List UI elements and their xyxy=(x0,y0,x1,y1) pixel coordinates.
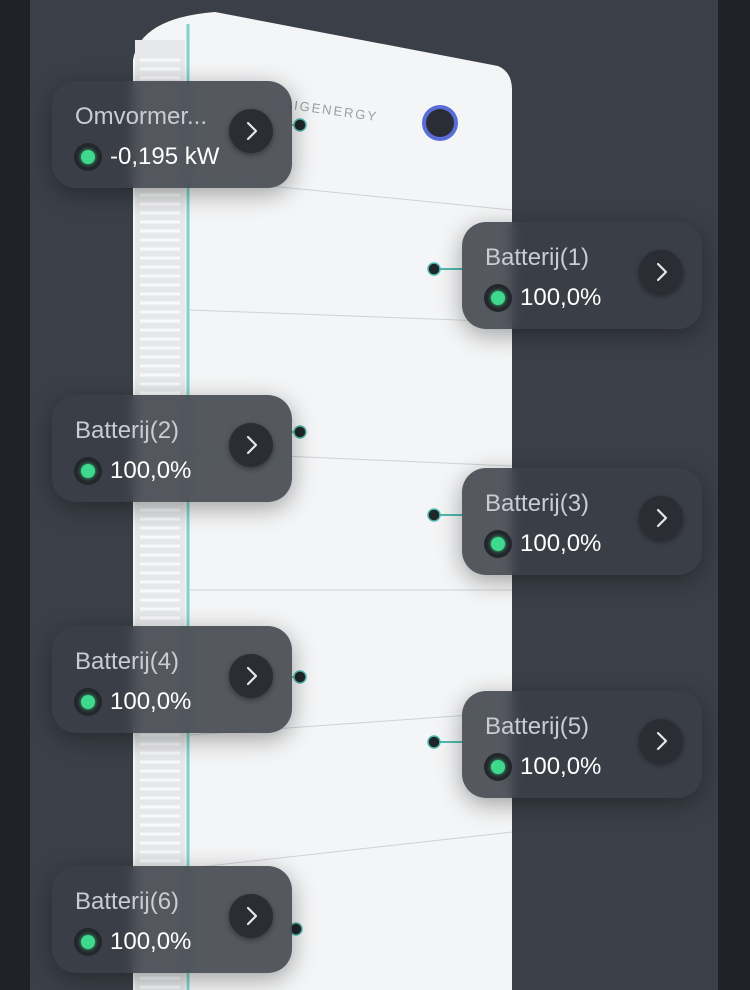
device-card[interactable]: Omvormer... -0,195 kW xyxy=(52,81,292,188)
device-card[interactable]: Batterij(2) 100,0% xyxy=(52,395,292,502)
connector-dot xyxy=(293,425,307,439)
chevron-button[interactable] xyxy=(229,654,273,698)
card-label: Batterij(1) xyxy=(485,244,590,271)
device-card[interactable]: Batterij(1) 100,0% xyxy=(462,222,702,329)
connector-dot xyxy=(293,670,307,684)
card-value: 100,0% xyxy=(520,530,602,557)
chevron-button[interactable] xyxy=(229,109,273,153)
device-card[interactable]: Batterij(6) 100,0% xyxy=(52,866,292,973)
card-value: 100,0% xyxy=(520,284,602,311)
device-card[interactable]: Batterij(3) 100,0% xyxy=(462,468,702,575)
card-value: 100,0% xyxy=(110,457,192,484)
status-led xyxy=(426,109,454,137)
chevron-icon xyxy=(656,508,668,528)
connectors xyxy=(289,118,462,936)
chevron-icon xyxy=(246,906,258,926)
card-value: 100,0% xyxy=(110,688,192,715)
card-label: Batterij(6) xyxy=(75,888,180,915)
chevron-button[interactable] xyxy=(229,894,273,938)
status-indicator xyxy=(484,753,512,781)
card-label: Batterij(4) xyxy=(75,648,180,675)
chevron-button[interactable] xyxy=(639,250,683,294)
chevron-icon xyxy=(246,666,258,686)
chevron-button[interactable] xyxy=(639,496,683,540)
connector-dot xyxy=(427,262,441,276)
device-card[interactable]: Batterij(4) 100,0% xyxy=(52,626,292,733)
status-indicator xyxy=(74,928,102,956)
device-side xyxy=(135,40,185,990)
connector-dot xyxy=(427,508,441,522)
connector-dot xyxy=(427,735,441,749)
chevron-icon xyxy=(656,262,668,282)
status-indicator xyxy=(74,143,102,171)
chevron-icon xyxy=(246,121,258,141)
device xyxy=(133,12,512,990)
status-indicator xyxy=(74,688,102,716)
card-value: 100,0% xyxy=(520,753,602,780)
status-indicator xyxy=(484,284,512,312)
chevron-icon xyxy=(656,731,668,751)
card-label: Batterij(3) xyxy=(485,490,590,517)
status-indicator xyxy=(484,530,512,558)
chevron-button[interactable] xyxy=(229,423,273,467)
card-value: -0,195 kW xyxy=(110,143,220,170)
device-card[interactable]: Batterij(5) 100,0% xyxy=(462,691,702,798)
connector-dot xyxy=(293,118,307,132)
card-label: Batterij(5) xyxy=(485,713,590,740)
chevron-icon xyxy=(246,435,258,455)
card-value: 100,0% xyxy=(110,928,192,955)
chevron-button[interactable] xyxy=(639,719,683,763)
status-indicator xyxy=(74,457,102,485)
card-label: Batterij(2) xyxy=(75,417,180,444)
card-label: Omvormer... xyxy=(75,103,208,130)
